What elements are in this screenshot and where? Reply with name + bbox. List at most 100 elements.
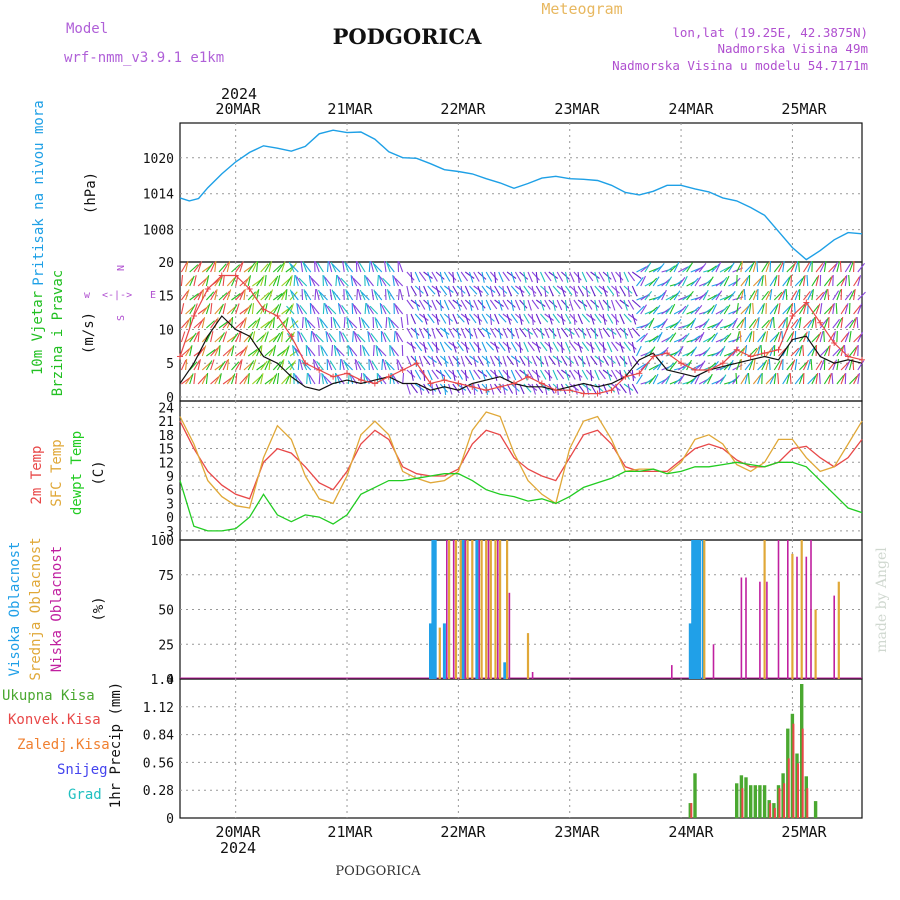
wind-barb xyxy=(744,263,754,273)
wind-barb xyxy=(311,304,320,315)
wind-barb xyxy=(315,333,324,343)
wind-barb xyxy=(844,290,853,301)
wind-barb xyxy=(769,317,774,329)
wind-barb xyxy=(328,332,337,343)
wind-barb xyxy=(443,341,453,351)
wind-barb xyxy=(765,289,772,301)
wind-barb xyxy=(370,332,379,343)
wind-barb xyxy=(358,317,362,329)
wind-barb xyxy=(506,369,509,381)
wind-barb xyxy=(268,317,275,329)
wind-barb xyxy=(473,369,481,380)
wind-barb xyxy=(819,303,823,315)
wind-barb xyxy=(752,302,754,315)
wind-barb xyxy=(456,341,464,352)
y-tick-label: 0.84 xyxy=(143,729,174,744)
wind-barb xyxy=(652,362,663,371)
wind-barb xyxy=(531,313,534,325)
wind-barb xyxy=(844,359,851,371)
wind-barb xyxy=(406,383,411,395)
wind-barb xyxy=(510,299,515,311)
wind-barb xyxy=(573,299,581,310)
wind-barb xyxy=(853,333,862,343)
wind-barb xyxy=(828,373,832,385)
cloud-bar xyxy=(489,540,492,679)
wind-barb xyxy=(243,304,251,315)
cloud-bar xyxy=(471,540,474,679)
wind-barb xyxy=(392,374,399,385)
wind-barb xyxy=(285,304,293,315)
wind-barb xyxy=(739,330,742,343)
wind-barb xyxy=(640,304,647,315)
wind-barb xyxy=(481,285,489,296)
wind-barb xyxy=(789,372,792,385)
wind-barb xyxy=(548,313,553,325)
bottom-day-label: 23MAR xyxy=(554,823,600,841)
wind-barb xyxy=(397,288,400,301)
precip-bar xyxy=(741,788,744,818)
wind-barb xyxy=(569,341,577,352)
wind-barb xyxy=(548,271,559,279)
wind-barb xyxy=(452,369,456,381)
wind-barb xyxy=(481,299,484,311)
wind-barb xyxy=(222,377,233,385)
wind-barb xyxy=(180,319,190,329)
wind-barb xyxy=(740,276,749,287)
wind-barb xyxy=(435,369,446,377)
wind-barb xyxy=(556,341,565,351)
wind-barb xyxy=(757,275,763,287)
wind-barb xyxy=(652,373,659,385)
wind-barb xyxy=(342,332,349,343)
year-top: 2024 xyxy=(221,85,257,103)
wind-barb xyxy=(665,373,672,385)
wind-barb xyxy=(811,333,820,343)
wind-barb xyxy=(815,303,821,315)
wind-barb xyxy=(390,319,399,329)
wind-barb xyxy=(464,327,474,337)
wind-barb xyxy=(707,304,715,315)
wind-barb xyxy=(807,289,813,301)
wind-barb xyxy=(510,285,520,295)
wind-barb xyxy=(510,341,518,352)
wind-barb xyxy=(180,262,188,273)
wind-barb xyxy=(602,369,613,377)
wind-barb xyxy=(477,327,485,338)
wind-barb xyxy=(785,288,788,301)
wind-barb xyxy=(673,376,683,385)
wind-barb xyxy=(410,299,421,307)
wind-barb xyxy=(656,262,665,273)
wind-barb xyxy=(715,376,725,385)
wind-barb xyxy=(396,332,404,343)
wind-barb xyxy=(761,303,765,315)
wind-barb xyxy=(197,331,200,343)
wind-barb xyxy=(510,327,513,339)
wind-barb xyxy=(481,369,486,381)
wind-barb xyxy=(773,360,781,371)
wind-barb xyxy=(373,263,383,273)
wind-barb xyxy=(560,341,564,353)
wind-barb xyxy=(473,327,478,339)
wind-barb xyxy=(361,345,366,357)
wind-barb xyxy=(849,346,857,357)
wind-barb xyxy=(665,304,673,315)
y-tick-label: 0.28 xyxy=(143,784,174,799)
cloud-bar xyxy=(787,540,789,679)
wind-barb xyxy=(498,341,506,352)
cloud-bar xyxy=(791,553,794,679)
wind-barb xyxy=(569,299,574,311)
cloud-bar xyxy=(800,540,803,679)
wind-barb xyxy=(366,276,374,287)
y-tick-label: 100 xyxy=(151,534,174,549)
cloud-bar xyxy=(671,665,673,679)
wind-barb xyxy=(222,290,231,301)
wind-barb xyxy=(256,261,259,273)
wind-barb xyxy=(585,355,591,367)
wind-barb xyxy=(387,262,395,273)
wind-barb xyxy=(815,360,823,371)
wind-barb xyxy=(315,289,320,301)
wind-barb xyxy=(293,373,299,385)
temp-unit: (C) xyxy=(91,460,107,485)
wind-barb xyxy=(239,318,246,329)
wind-barb xyxy=(222,319,231,329)
wind-barb xyxy=(218,373,222,385)
